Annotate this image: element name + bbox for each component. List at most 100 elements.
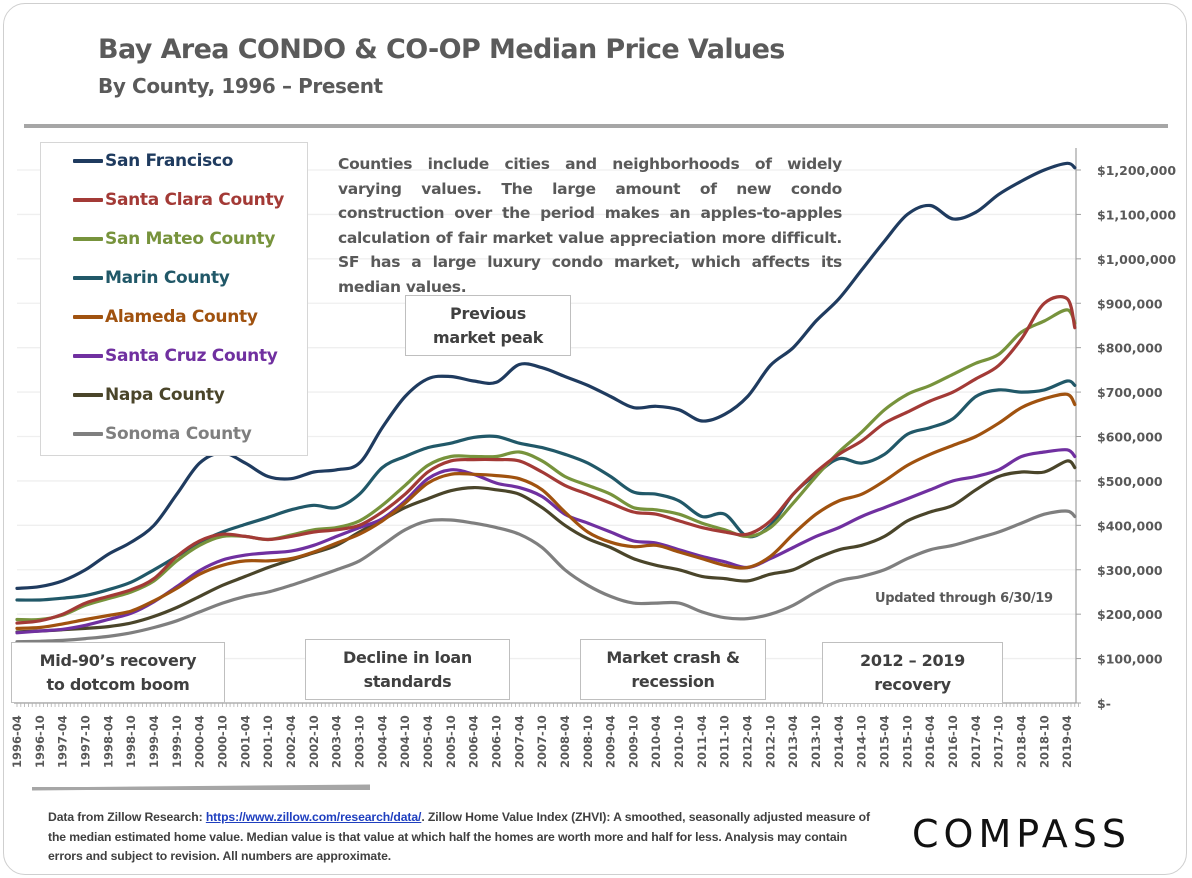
x-axis-tick-labels: 1996-04 1996-10 1997-04 1997-10 1998-04 1998-… — [10, 715, 1074, 768]
series-line-santa-clara-county — [15, 295, 1077, 625]
x-tick-label: 2016-04 — [923, 715, 937, 768]
legend-label: Santa Cruz County — [105, 346, 278, 366]
x-tick-label: 1999-10 — [170, 715, 184, 768]
annotation-previous-market-peak: Previous market peak — [405, 295, 571, 356]
legend-label: Sonoma County — [105, 424, 252, 444]
legend-swatch — [73, 198, 103, 202]
legend-swatch — [73, 354, 103, 358]
x-tick-label: 2012-10 — [763, 715, 777, 768]
y-tick-label: $1,200,000 — [1097, 163, 1176, 178]
legend-item: Santa Clara County — [73, 188, 284, 212]
annotation-line: market peak — [432, 327, 544, 347]
annotation-line: standards — [363, 671, 452, 691]
x-tick-label: 2016-10 — [946, 715, 960, 768]
y-tick-label: $100,000 — [1097, 652, 1163, 667]
legend-label: Marin County — [105, 268, 230, 288]
x-tick-label: 2015-10 — [900, 715, 914, 768]
annotation-line: recovery — [874, 675, 951, 694]
y-tick-label: $- — [1097, 696, 1111, 711]
x-tick-label: 2009-10 — [626, 715, 640, 768]
y-tick-label: $500,000 — [1097, 474, 1163, 489]
x-tick-label: 2017-04 — [969, 715, 983, 768]
x-tick-label: 2000-04 — [193, 715, 207, 768]
x-tick-label: 2005-04 — [421, 715, 435, 768]
x-tick-label: 2004-04 — [375, 715, 389, 768]
footnote-colon: : — [198, 810, 206, 824]
x-tick-label: 2013-10 — [809, 715, 823, 768]
x-tick-label: 2001-10 — [261, 715, 275, 768]
x-tick-label: 1997-04 — [56, 715, 70, 768]
y-tick-label: $600,000 — [1097, 430, 1163, 445]
x-tick-label: 2002-10 — [307, 715, 321, 768]
legend-item: Santa Cruz County — [73, 344, 278, 368]
legend-label: Santa Clara County — [105, 190, 285, 210]
y-tick-label: $800,000 — [1097, 341, 1163, 356]
title-divider — [24, 124, 1168, 128]
legend-item: San Mateo County — [73, 227, 275, 251]
series-line-napa-county — [15, 459, 1077, 634]
x-tick-label: 2018-04 — [1015, 715, 1029, 768]
x-tick-label: 1997-10 — [78, 715, 92, 768]
annotation-line: Previous — [450, 303, 526, 323]
annotation-line: Market crash & — [606, 647, 740, 667]
legend-swatch — [73, 237, 103, 241]
x-tick-label: 2007-04 — [512, 715, 526, 768]
x-tick-label: 1996-04 — [10, 715, 24, 768]
zillow-research-link[interactable]: https://www.zillow.com/research/data/ — [205, 810, 422, 824]
legend-item: San Francisco — [73, 149, 233, 173]
x-tick-label: 2013-04 — [786, 715, 800, 768]
legend-label: Alameda County — [105, 307, 258, 327]
compass-logo: COMPASS — [912, 812, 1131, 856]
annotation-mid90s-recovery: Mid-90’s recovery to dotcom boom — [11, 642, 225, 703]
series-lines — [15, 161, 1077, 644]
legend-label: San Mateo County — [105, 229, 276, 249]
updated-through-label: Updated through 6/30/19 — [875, 591, 1053, 606]
legend-item: Sonoma County — [73, 422, 252, 446]
series-line-alameda-county — [15, 392, 1077, 630]
annotation-line: 2012 – 2019 — [860, 651, 965, 670]
y-tick-label: $1,100,000 — [1097, 207, 1176, 222]
legend-label: Napa County — [105, 385, 225, 405]
legend-swatch — [73, 393, 103, 397]
x-tick-label: 2019-04 — [1060, 715, 1074, 768]
annotation-2012-2019-recovery: 2012 – 2019 recovery — [822, 642, 1003, 704]
x-tick-label: 2015-04 — [878, 715, 892, 768]
legend-item: Alameda County — [73, 305, 258, 329]
x-tick-label: 1996-10 — [33, 715, 47, 768]
x-tick-label: 2008-04 — [558, 715, 572, 768]
x-tick-label: 1998-10 — [124, 715, 138, 768]
series-line-san-francisco — [15, 161, 1077, 591]
x-tick-label: 2000-10 — [215, 715, 229, 768]
annotation-line: Mid-90’s recovery — [39, 650, 197, 670]
x-tick-label: 2003-04 — [330, 715, 344, 768]
chart-title: Bay Area CONDO & CO-OP Median Price Valu… — [98, 34, 785, 65]
annotation-market-crash: Market crash & recession — [580, 639, 766, 700]
legend-label: San Francisco — [105, 151, 234, 171]
x-tick-label: 2017-10 — [992, 715, 1006, 768]
x-tick-label: 2011-04 — [695, 715, 709, 768]
data-source-footnote: Data from Zillow Research: https://www.z… — [48, 808, 878, 867]
y-tick-label: $300,000 — [1097, 563, 1163, 578]
x-tick-label: 2006-04 — [467, 715, 481, 768]
chart-subtitle: By County, 1996 – Present — [98, 74, 383, 98]
x-tick-label: 2010-10 — [672, 715, 686, 768]
y-axis-tick-labels: $- $100,000 $200,000 $300,000 $400,000 $500,0… — [1097, 163, 1176, 711]
legend: San Francisco Santa Clara County San Mateo… — [40, 142, 308, 456]
series-line-sonoma-county — [15, 509, 1077, 644]
y-tick-label: $900,000 — [1097, 296, 1163, 311]
x-tick-label: 2014-10 — [855, 715, 869, 768]
x-tick-label: 2004-10 — [398, 715, 412, 768]
x-tick-label: 2014-04 — [832, 715, 846, 768]
footnote-text: . Zillow Home Value Index (ZHVI): A smoo… — [48, 810, 870, 863]
y-tick-label: $200,000 — [1097, 607, 1163, 622]
footnote-source: Data from Zillow Research — [48, 810, 199, 824]
legend-swatch — [73, 432, 103, 436]
x-tick-label: 2005-10 — [444, 715, 458, 768]
x-tick-label: 2009-04 — [604, 715, 618, 768]
x-tick-label: 2003-10 — [352, 715, 366, 768]
chart-note: Counties include cities and neighborhood… — [338, 155, 842, 296]
series-line-santa-cruz-county — [15, 448, 1077, 635]
x-tick-label: 2001-04 — [238, 715, 252, 768]
series-line-san-mateo-county — [15, 308, 1077, 622]
annotation-line: to dotcom boom — [46, 674, 190, 694]
